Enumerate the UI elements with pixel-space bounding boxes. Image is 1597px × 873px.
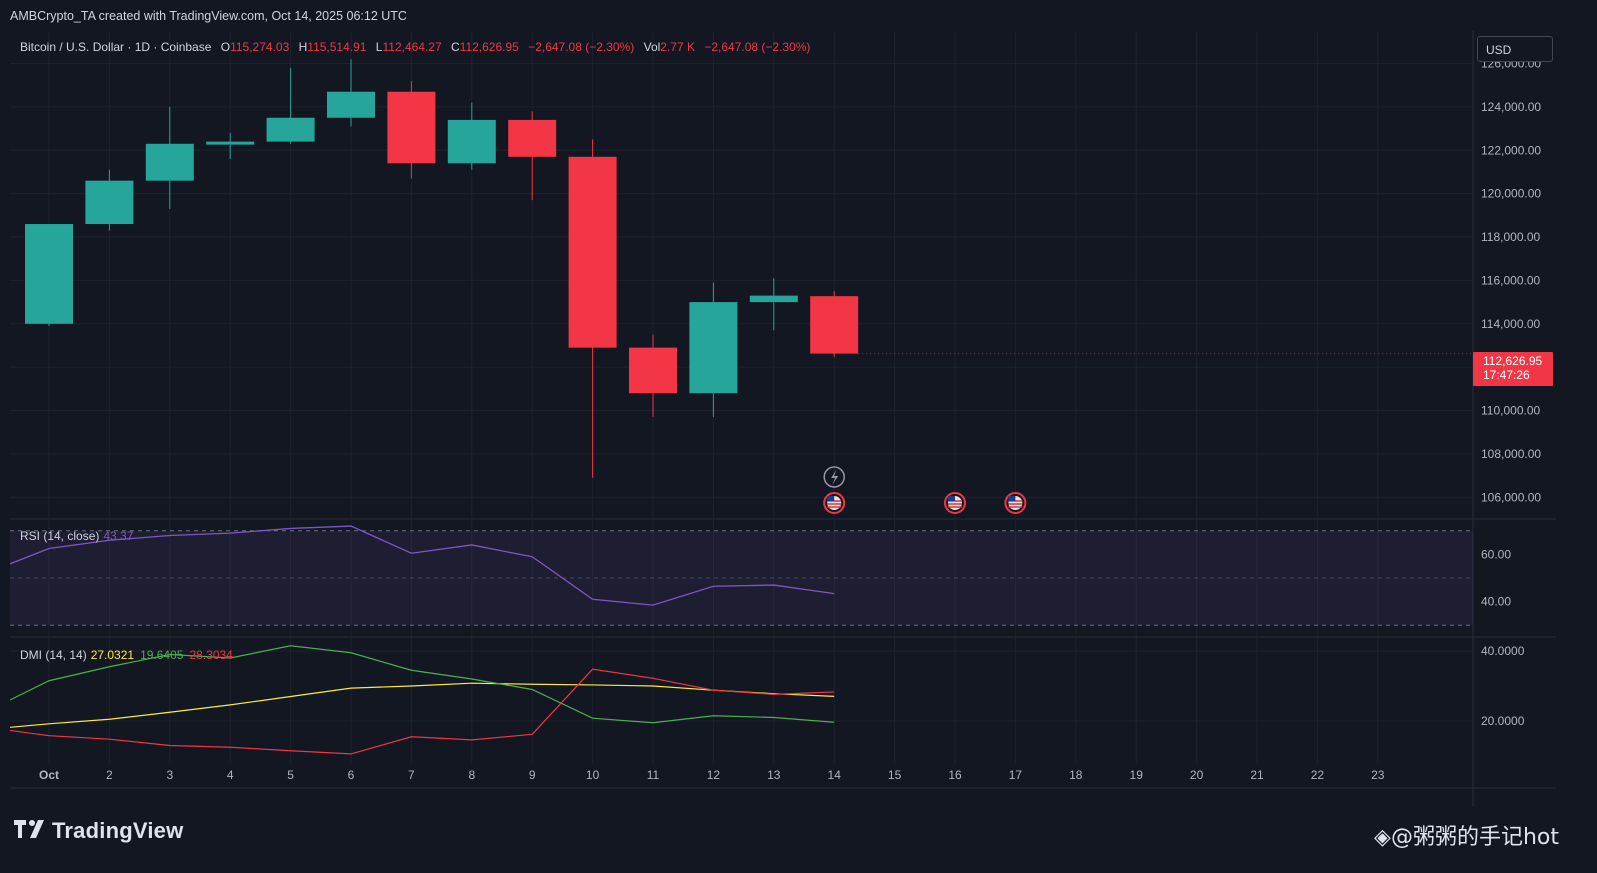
x-tick-label: 23 <box>1371 768 1385 782</box>
low-value: 112,464.27 <box>382 40 442 54</box>
y-tick-label: 120,000.00 <box>1481 187 1541 201</box>
tradingview-logo-icon <box>14 818 44 844</box>
x-tick-label: 19 <box>1130 768 1144 782</box>
candle-body <box>447 119 496 164</box>
y-tick-label: 108,000.00 <box>1481 447 1541 461</box>
y-tick-label: 116,000.00 <box>1481 273 1540 287</box>
footer: TradingView ◈@粥粥的手记hot <box>0 807 1597 873</box>
dmi-y-tick-label: 40.0000 <box>1481 644 1525 658</box>
y-tick-label: 114,000.00 <box>1481 317 1540 331</box>
y-tick-label: 122,000.00 <box>1481 143 1541 157</box>
lightning-icon-ring <box>823 466 845 488</box>
candle-body <box>629 347 677 394</box>
x-tick-label: 21 <box>1250 768 1264 782</box>
candle-body <box>810 296 859 354</box>
dmi-y-tick-label: 20.0000 <box>1481 714 1525 728</box>
dmi-plus-di-value: 19.6405 <box>140 648 184 662</box>
symbol-title[interactable]: Bitcoin / U.S. Dollar · 1D · Coinbase <box>20 40 212 54</box>
chart-frame[interactable]: Oct 2 3 4 5 6 7 8 9 10 11 12 13 14 15 16 17 18 19 20 21 22 23 1… <box>10 31 1556 807</box>
candle-body <box>387 91 436 164</box>
dmi-adx-line <box>10 682 835 728</box>
chart-credit: AMBCrypto_TA created with TradingView.co… <box>10 9 407 23</box>
rsi-legend[interactable]: RSI (14, close) 43.37 <box>20 529 133 543</box>
watermark-text: ◈@粥粥的手记hot <box>1374 825 1559 850</box>
dmi-legend[interactable]: DMI (14, 14) 27.0321 19.6405 28.3034 <box>20 648 233 662</box>
flag-us-icon <box>823 492 846 514</box>
candle-body <box>689 302 738 394</box>
lightning-icon-bolt <box>831 470 839 485</box>
open-label: O <box>220 40 231 54</box>
flag-us-icon-canton <box>1008 496 1016 501</box>
candle-body <box>508 119 557 157</box>
candle-body <box>266 117 315 142</box>
x-tick-label: 3 <box>166 768 173 782</box>
x-tick-label: 14 <box>828 768 842 782</box>
y-tick-label: 110,000.00 <box>1481 404 1540 418</box>
x-tick-label: 2 <box>106 768 113 782</box>
flag-us-icon-canton <box>948 496 955 501</box>
ohlc-legend: Bitcoin / U.S. Dollar · 1D · Coinbase O1… <box>20 40 810 54</box>
chart-canvas[interactable]: Oct 2 3 4 5 6 7 8 9 10 11 12 13 14 15 16 17 18 19 20 21 22 231… <box>10 31 1556 807</box>
y-tick-label: 118,000.00 <box>1481 230 1540 244</box>
flag-us-icon <box>944 492 966 514</box>
candle-body <box>568 156 617 348</box>
flag-us-icon <box>1004 492 1027 514</box>
rsi-line <box>10 525 835 606</box>
candle-body <box>327 91 375 118</box>
rsi-label: RSI (14, close) <box>20 529 100 543</box>
dmi-minus-di-value: 28.3034 <box>189 648 233 662</box>
candle-body <box>85 180 134 225</box>
x-tick-label: 15 <box>888 768 902 782</box>
x-tick-label: 18 <box>1069 768 1083 782</box>
high-value: 115,514.91 <box>307 40 367 54</box>
vol-label: Vol <box>643 40 661 54</box>
candle-body <box>749 295 798 303</box>
x-tick-label: Oct <box>39 768 59 782</box>
open-value: 115,274.03 <box>230 40 290 54</box>
candle-body <box>25 224 73 324</box>
last-price-tag: 112,626.95 17:47:26 <box>1473 352 1553 386</box>
bar-countdown: 17:47:26 <box>1483 368 1530 382</box>
lightning-icon <box>823 466 845 488</box>
x-tick-label: 11 <box>647 768 660 782</box>
y-tick-label: 124,000.00 <box>1481 100 1541 114</box>
dmi-plus-di-line <box>10 645 835 724</box>
x-tick-label: 12 <box>707 768 721 782</box>
flag-us-icon-canton <box>827 496 835 501</box>
x-tick-label: 10 <box>586 768 600 782</box>
close-value: 112,626.95 <box>459 40 519 54</box>
currency-button[interactable]: USD <box>1477 36 1553 62</box>
vol-change-value: −2,647.08 (−2.30%) <box>704 40 811 54</box>
vol-value: 2.77 K <box>660 40 695 54</box>
tradingview-logo[interactable]: TradingView <box>14 818 183 844</box>
x-tick-label: 9 <box>529 768 536 782</box>
x-tick-label: 17 <box>1009 768 1023 782</box>
tradingview-brand: TradingView <box>52 818 184 843</box>
header-bar: AMBCrypto_TA created with TradingView.co… <box>0 0 1597 32</box>
change-value: −2,647.08 (−2.30%) <box>528 40 635 54</box>
x-tick-label: 13 <box>767 768 781 782</box>
rsi-value: 43.37 <box>103 529 134 543</box>
rsi-y-tick-label: 60.00 <box>1481 547 1511 561</box>
x-tick-label: 4 <box>227 768 234 782</box>
x-tick-label: 22 <box>1311 768 1325 782</box>
close-label: C <box>451 40 460 54</box>
x-tick-label: 8 <box>468 768 475 782</box>
dmi-label: DMI (14, 14) <box>20 648 87 662</box>
x-tick-label: 6 <box>348 768 355 782</box>
x-tick-label: 20 <box>1190 768 1204 782</box>
low-label: L <box>375 40 383 54</box>
x-tick-label: 16 <box>948 768 962 782</box>
last-price: 112,626.95 <box>1483 354 1543 368</box>
dmi-minus-di-line <box>10 668 835 755</box>
x-tick-label: 5 <box>287 768 294 782</box>
rsi-y-tick-label: 40.00 <box>1481 595 1511 609</box>
x-tick-label: 7 <box>408 768 415 782</box>
dmi-adx-value: 27.0321 <box>90 648 135 662</box>
candle-body <box>206 141 255 145</box>
high-label: H <box>298 40 308 54</box>
y-tick-label: 106,000.00 <box>1481 490 1541 504</box>
candle-body <box>145 143 194 181</box>
